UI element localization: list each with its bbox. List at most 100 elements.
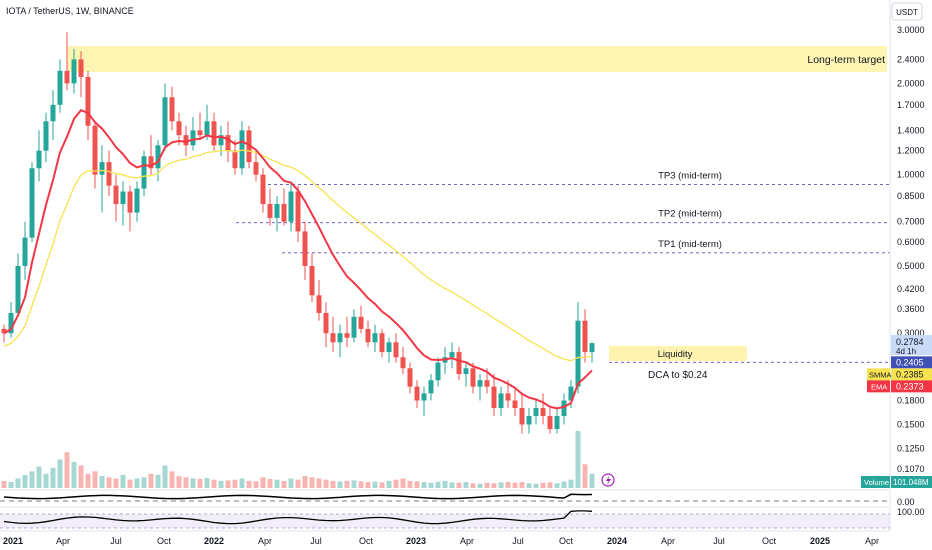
volume-bar	[183, 477, 189, 488]
volume-bar	[484, 482, 490, 488]
candle-body	[260, 174, 266, 205]
last-price-tag	[891, 335, 932, 356]
price-tick: 1.7000	[897, 100, 925, 110]
volume-bar	[169, 471, 175, 488]
candle-body	[365, 328, 371, 343]
candle-body	[344, 333, 350, 338]
volume-bar	[442, 480, 448, 488]
candle-body	[491, 386, 497, 409]
volume-bar	[148, 473, 154, 488]
price-tick: 0.1500	[897, 420, 925, 430]
candle-body	[246, 130, 252, 163]
time-axis-ticks: 2021 Apr Jul Oct 2022 Apr Jul Oct 2023 Apr Jul Oct 2…	[3, 536, 879, 546]
time-tick: Jul	[512, 536, 524, 546]
price-tick: 0.6000	[897, 237, 925, 247]
time-tick: 2023	[406, 536, 426, 546]
volume-bar	[78, 465, 84, 488]
candle-body	[99, 162, 105, 175]
price-tick: 0.5000	[897, 261, 925, 271]
volume-bar	[204, 478, 210, 488]
candle-body	[288, 191, 294, 222]
volume-bar	[309, 477, 315, 488]
time-tick: 2021	[3, 536, 23, 546]
candle-body	[358, 316, 364, 329]
ema-line	[3, 109, 593, 410]
volume-bar	[421, 482, 427, 488]
candle-body	[526, 416, 532, 425]
candle-body	[533, 408, 539, 417]
volume-bar	[526, 483, 532, 488]
candle-body	[141, 156, 147, 189]
volume-bar	[176, 476, 182, 488]
volume-name-tag	[861, 476, 890, 488]
volume-bar	[561, 481, 567, 488]
candle-body	[29, 168, 35, 238]
volume-bar	[589, 473, 595, 488]
candle-body	[547, 416, 553, 429]
time-tick: Apr	[56, 536, 70, 546]
volume-bar	[295, 479, 301, 488]
candle-body	[449, 352, 455, 358]
candle-body	[554, 416, 560, 429]
volume-bar	[239, 478, 245, 488]
candle-body	[78, 59, 84, 77]
volume-bar	[92, 471, 98, 488]
price-tick: 1.2000	[897, 146, 925, 156]
volume-bar	[1, 480, 7, 488]
candle-body	[8, 312, 14, 334]
volume-bar	[260, 477, 266, 488]
volume-bar	[274, 479, 280, 488]
candle-body	[281, 204, 287, 222]
candle-body	[176, 121, 182, 136]
candle-body	[204, 121, 210, 136]
candle-body	[232, 150, 238, 169]
volume-bar	[337, 481, 343, 488]
candle-body	[85, 76, 91, 126]
lightning-glyph	[606, 476, 611, 485]
volume-bar	[379, 482, 385, 488]
candle-body	[71, 59, 77, 84]
currency-button[interactable]	[891, 2, 923, 21]
volume-bar	[218, 480, 224, 488]
volume-bar	[316, 478, 322, 488]
candle-body	[36, 150, 42, 169]
tp-levels: TP3 (mid-term) TP2 (mid-term) TP1 (mid-ter…	[236, 170, 890, 363]
last-price-value: 0.2784	[896, 337, 924, 347]
volume-bar	[533, 483, 539, 488]
time-tick: Oct	[157, 536, 172, 546]
price-tick: 0.1250	[897, 444, 925, 454]
price-tick: 0.8500	[897, 191, 925, 201]
volume-bar	[386, 480, 392, 488]
candle-body	[239, 130, 245, 169]
time-tick: Apr	[258, 536, 272, 546]
candle-body	[477, 380, 483, 387]
volume-bar	[36, 466, 42, 488]
candle-body	[463, 368, 469, 375]
volume-value-tag	[891, 476, 932, 488]
volume-bar	[512, 482, 518, 488]
volume-name: Volume	[864, 478, 889, 487]
countdown: 4d 1h	[896, 347, 916, 356]
volume-bar	[141, 477, 147, 488]
volume-bar	[281, 480, 287, 488]
candle-body	[113, 185, 119, 205]
candle-body	[155, 145, 161, 169]
price-axis[interactable]	[890, 0, 932, 550]
candle-body	[505, 393, 511, 401]
volume-bar	[428, 482, 434, 488]
volume-bar	[575, 431, 581, 488]
volume-bar	[288, 478, 294, 488]
volume-bar	[323, 479, 329, 488]
price-tick: 0.1070	[897, 464, 925, 474]
ema-value: 0.2373	[896, 381, 924, 391]
volume-bar	[43, 473, 49, 488]
liquidity-label: Liquidity	[658, 349, 693, 360]
time-tick: 2025	[810, 536, 830, 546]
price-tick: 1.4000	[897, 125, 925, 135]
candle-body	[295, 191, 301, 232]
volume-bar	[8, 482, 14, 488]
volume-bar	[358, 481, 364, 488]
volume-bar	[134, 478, 140, 488]
volume-bar	[246, 480, 252, 488]
